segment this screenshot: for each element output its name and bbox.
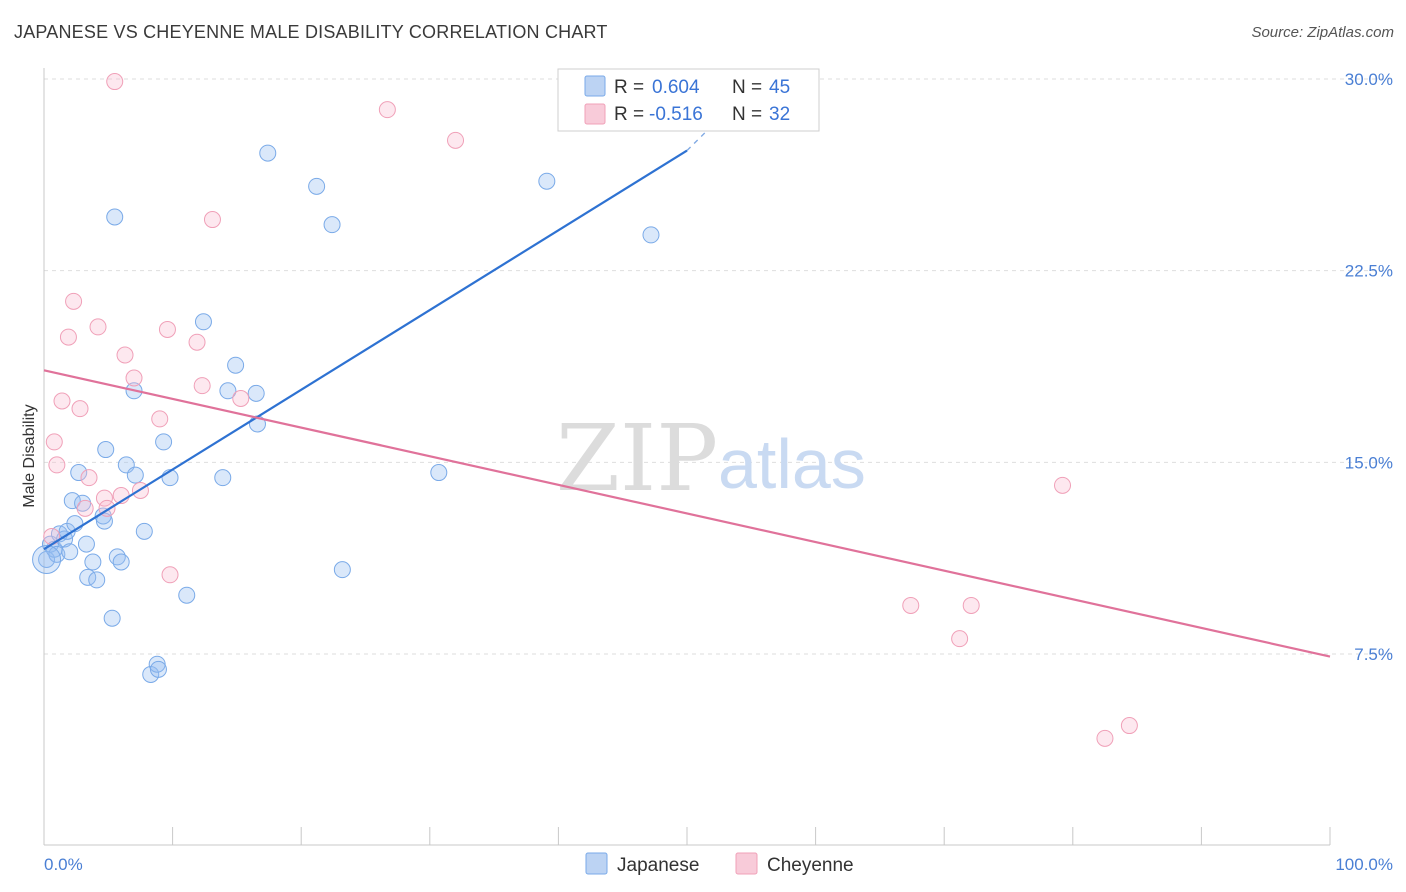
legend-swatch-cheyenne	[584, 103, 606, 125]
series-cheyenne-points	[43, 73, 1138, 747]
cheyenne-point	[48, 456, 66, 474]
japanese-point	[32, 544, 62, 574]
tick-labels: 7.5% 15.0% 22.5% 30.0% 0.0% 100.0%	[44, 70, 1393, 874]
japanese-point	[135, 522, 153, 540]
cheyenne-point	[1054, 476, 1072, 494]
japanese-point	[61, 543, 79, 561]
japanese-point	[308, 177, 326, 195]
cheyenne-point	[188, 333, 206, 351]
cheyenne-point	[193, 377, 211, 395]
japanese-point	[323, 216, 341, 234]
watermark: ZIP atlas	[556, 405, 866, 512]
cheyenne-point	[76, 499, 94, 517]
cheyenne-point	[1120, 717, 1138, 735]
legend-n-value-japanese: 45	[769, 77, 790, 98]
japanese-point	[538, 172, 556, 190]
cheyenne-point	[161, 566, 179, 584]
cheyenne-point	[89, 318, 107, 336]
japanese-point	[642, 226, 660, 244]
cheyenne-point	[71, 400, 89, 418]
japanese-point	[155, 433, 173, 451]
legend-n-label-japanese: N =	[732, 77, 762, 98]
japanese-point	[74, 494, 92, 512]
cheyenne-point	[45, 433, 63, 451]
bottom-legend-swatch-japanese	[585, 852, 608, 875]
cheyenne-point	[151, 410, 169, 428]
cheyenne-point	[902, 596, 920, 614]
cheyenne-point	[80, 469, 98, 487]
cheyenne-point	[125, 369, 143, 387]
legend-swatch-japanese	[584, 75, 606, 97]
japanese-point	[103, 609, 121, 627]
bottom-legend-label-cheyenne: Cheyenne	[767, 855, 854, 876]
legend-r-value-cheyenne: -0.516	[649, 104, 703, 125]
japanese-point	[178, 586, 196, 604]
cheyenne-point	[53, 392, 71, 410]
japanese-point	[97, 441, 115, 459]
cheyenne-point	[447, 131, 465, 149]
japanese-point	[333, 561, 351, 579]
grid-lines	[44, 78, 1395, 655]
watermark-atlas: atlas	[718, 425, 866, 503]
y-tick-label: 30.0%	[1345, 70, 1393, 89]
japanese-point	[214, 469, 232, 487]
legend-n-value-cheyenne: 32	[769, 104, 790, 125]
cheyenne-point	[158, 320, 176, 338]
bottom-legend-swatch-cheyenne	[735, 852, 758, 875]
japanese-point	[126, 466, 144, 484]
japanese-point	[259, 144, 277, 162]
japanese-point	[106, 208, 124, 226]
x-tick-label: 100.0%	[1335, 855, 1393, 874]
japanese-point	[77, 535, 95, 553]
watermark-zip: ZIP	[556, 405, 718, 512]
cheyenne-point	[951, 630, 969, 648]
cheyenne-point	[1096, 729, 1114, 747]
cheyenne-trend-line	[43, 369, 1331, 658]
y-axis-label: Male Disability	[21, 404, 38, 507]
japanese-point	[63, 492, 81, 510]
cheyenne-point	[378, 101, 396, 119]
y-tick-label: 7.5%	[1354, 645, 1393, 664]
trend-lines	[43, 86, 1331, 658]
japanese-point	[70, 464, 88, 482]
cheyenne-point	[962, 596, 980, 614]
bottom-legend-label-japanese: Japanese	[617, 855, 699, 876]
cheyenne-point	[95, 489, 113, 507]
legend-r-value-japanese: 0.604	[652, 77, 700, 98]
cheyenne-point	[232, 389, 250, 407]
source-label: Source: ZipAtlas.com	[1251, 24, 1394, 41]
japanese-trend-line	[43, 149, 688, 551]
series-legend: Japanese Cheyenne	[585, 852, 854, 876]
chart-title: JAPANESE VS CHEYENNE MALE DISABILITY COR…	[14, 22, 608, 42]
x-tick-label: 0.0%	[44, 855, 83, 874]
japanese-point	[95, 512, 113, 530]
japanese-point	[88, 571, 106, 589]
correlation-legend: R = 0.604 N = 45 R = -0.516 N = 32	[557, 68, 820, 132]
japanese-point	[430, 464, 448, 482]
legend-n-label-cheyenne: N =	[732, 104, 762, 125]
cheyenne-point	[106, 73, 124, 91]
japanese-point	[219, 382, 237, 400]
legend-r-label-japanese: R =	[614, 77, 644, 98]
cheyenne-point	[65, 292, 83, 310]
cheyenne-point	[59, 328, 77, 346]
japanese-point	[112, 553, 130, 571]
japanese-point	[149, 660, 167, 678]
japanese-point	[227, 356, 245, 374]
cheyenne-point	[203, 211, 221, 229]
y-tick-label: 22.5%	[1345, 262, 1393, 281]
japanese-point	[84, 553, 102, 571]
y-tick-label: 15.0%	[1345, 453, 1393, 472]
japanese-point	[194, 313, 212, 331]
cheyenne-point	[116, 346, 134, 364]
axes	[43, 68, 1331, 846]
legend-r-label-cheyenne: R =	[614, 104, 644, 125]
japanese-point	[247, 384, 265, 402]
